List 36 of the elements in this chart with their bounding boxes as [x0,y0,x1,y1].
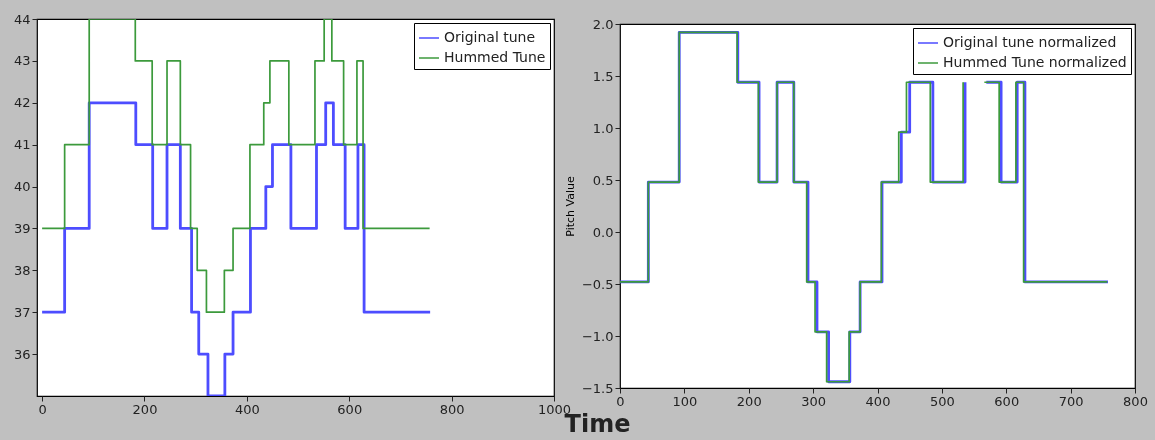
x-tick-label: 600 [337,401,363,417]
y-tick-label: 36 [13,346,31,362]
y-tick-label: 37 [13,304,31,320]
x-tick-label: 700 [1058,393,1084,409]
x-tick-label: 200 [132,401,158,417]
x-tick-label: 200 [736,393,762,409]
y-tick-label: 39 [13,220,31,236]
y-tick-label: 44 [13,11,31,27]
x-tick-label: 0 [616,393,625,409]
y-tick-label: 38 [13,262,31,278]
x-tick-label: 600 [994,393,1020,409]
legend-label: Original tune [444,29,536,45]
y-tick-label: −1.5 [581,380,614,396]
y-tick-label: 42 [13,95,31,111]
legend-label: Original tune normalized [943,34,1117,50]
x-tick-label: 300 [801,393,827,409]
x-tick-label: 0 [38,401,47,417]
y-tick-label: 1.5 [592,68,614,84]
x-tick-label: 100 [672,393,698,409]
x-tick-label: 500 [929,393,955,409]
x-tick-label: 400 [865,393,891,409]
y-tick-label: −1.0 [581,328,614,344]
x-tick-label: 800 [1123,393,1148,409]
y-tick-label: 40 [13,179,31,195]
y-axis-title: Pitch Value [563,176,577,237]
y-tick-label: 2.0 [592,16,614,32]
y-tick-label: 41 [13,137,31,153]
y-tick-label: 0.5 [592,172,614,188]
y-tick-label: 43 [13,53,31,69]
y-tick-label: −0.5 [581,276,614,292]
y-tick-label: 0.0 [592,224,614,240]
y-tick-label: 1.0 [592,120,614,136]
x-tick-label: 400 [234,401,260,417]
legend-label: Hummed Tune normalized [943,54,1127,70]
legend-label: Hummed Tune [444,49,546,65]
x-tick-label: 800 [439,401,465,417]
